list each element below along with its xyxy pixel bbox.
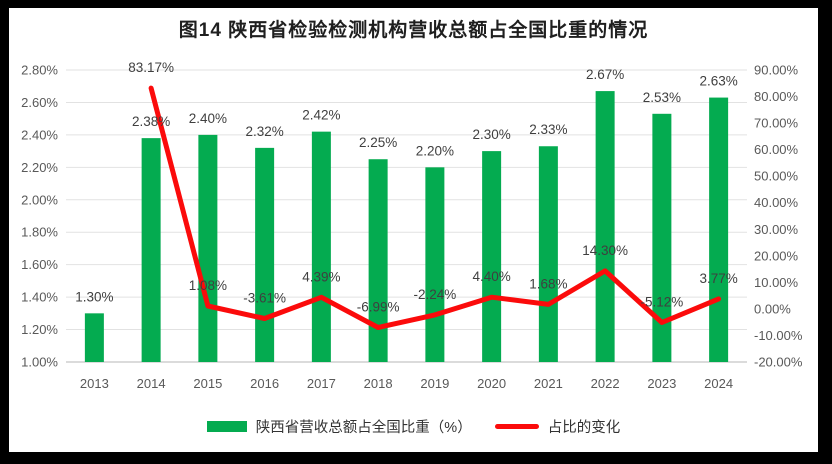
bar-label-2019: 2.20% [416,143,454,158]
x-axis-label-2015: 2015 [193,376,222,391]
right-axis-tick: 90.00% [754,63,799,78]
x-axis-label-2023: 2023 [647,376,676,391]
line-label-2020: 4.40% [472,269,510,284]
x-axis-label-2014: 2014 [137,376,166,391]
left-axis-tick: 1.60% [21,257,58,272]
left-axis-tick: 1.80% [21,225,58,240]
x-axis-label-2022: 2022 [591,376,620,391]
right-axis-tick: 60.00% [754,142,799,157]
x-axis-label-2024: 2024 [704,376,733,391]
bar-label-2016: 2.32% [245,124,283,139]
line-label-2018: -6.99% [357,299,400,314]
left-axis-tick: 1.20% [21,322,58,337]
bar-2017 [311,131,331,362]
x-axis-label-2019: 2019 [420,376,449,391]
bar-2014 [141,138,161,362]
line-label-2019: -2.24% [413,287,456,302]
right-axis-tick: 0.00% [754,301,791,316]
x-axis-label-2020: 2020 [477,376,506,391]
legend-line-swatch-icon [494,423,539,429]
bar-2016 [255,147,275,362]
right-axis-tick: -20.00% [754,355,803,370]
line-label-2023: -5.12% [640,295,683,310]
right-axis-tick: 10.00% [754,275,799,290]
left-axis-tick: 1.40% [21,290,58,305]
bar-2020 [482,151,502,362]
bar-2015 [198,134,218,362]
legend-bar-swatch-icon [206,420,247,432]
x-axis-label-2013: 2013 [80,376,109,391]
bar-2018 [368,159,388,362]
x-axis-label-2021: 2021 [534,376,563,391]
left-axis-tick: 2.60% [21,95,58,110]
line-label-2024: 3.77% [699,271,737,286]
bar-2023 [652,113,672,362]
line-label-2014: 83.17% [128,60,174,75]
chart-title: 图14 陕西省检验检测机构营收总额占全国比重的情况 [178,20,649,41]
left-axis-tick: 2.00% [21,192,58,207]
bar-2019 [425,167,445,362]
bar-2022 [595,91,615,362]
x-axis-label-2016: 2016 [250,376,279,391]
x-axis-label-2017: 2017 [307,376,336,391]
right-axis-tick: 40.00% [754,195,799,210]
line-label-2022: 14.30% [582,243,628,258]
left-axis-tick: 2.40% [21,127,58,142]
line-label-2021: 1.68% [529,276,567,291]
bar-label-2020: 2.30% [472,127,510,142]
trend-line [148,85,722,330]
right-axis-tick: 50.00% [754,169,799,184]
line-label-2017: 4.39% [302,269,340,284]
right-axis-tick: -10.00% [754,328,803,343]
bar-label-2021: 2.33% [529,122,567,137]
bar-label-2014: 2.38% [132,114,170,129]
bar-2021 [538,146,558,362]
legend: 陕西省营收总额占全国比重（%） 占比的变化 [9,414,818,438]
bar-2024 [709,97,729,363]
bar-label-2013: 1.30% [75,289,113,304]
legend-bar-label: 陕西省营收总额占全国比重（%） [255,419,472,436]
left-axis-tick: 1.00% [21,355,58,370]
bar-label-2023: 2.53% [643,90,681,105]
line-label-2015: 1.08% [189,278,227,293]
right-axis-tick: 70.00% [754,116,799,131]
right-axis-tick: 20.00% [754,248,799,263]
legend-line-label: 占比的变化 [547,419,621,436]
bar-label-2015: 2.40% [189,111,227,126]
left-axis-tick: 2.80% [21,63,58,78]
right-axis-tick: 30.00% [754,222,799,237]
bar-label-2017: 2.42% [302,108,340,123]
bar-2013 [84,313,104,362]
line-label-2016: -3.61% [243,290,286,305]
left-axis-tick: 2.20% [21,160,58,175]
bar-label-2024: 2.63% [699,74,737,89]
right-axis-tick: 80.00% [754,89,799,104]
bar-label-2018: 2.25% [359,135,397,150]
bar-label-2022: 2.67% [586,67,624,82]
x-axis-label-2018: 2018 [364,376,393,391]
